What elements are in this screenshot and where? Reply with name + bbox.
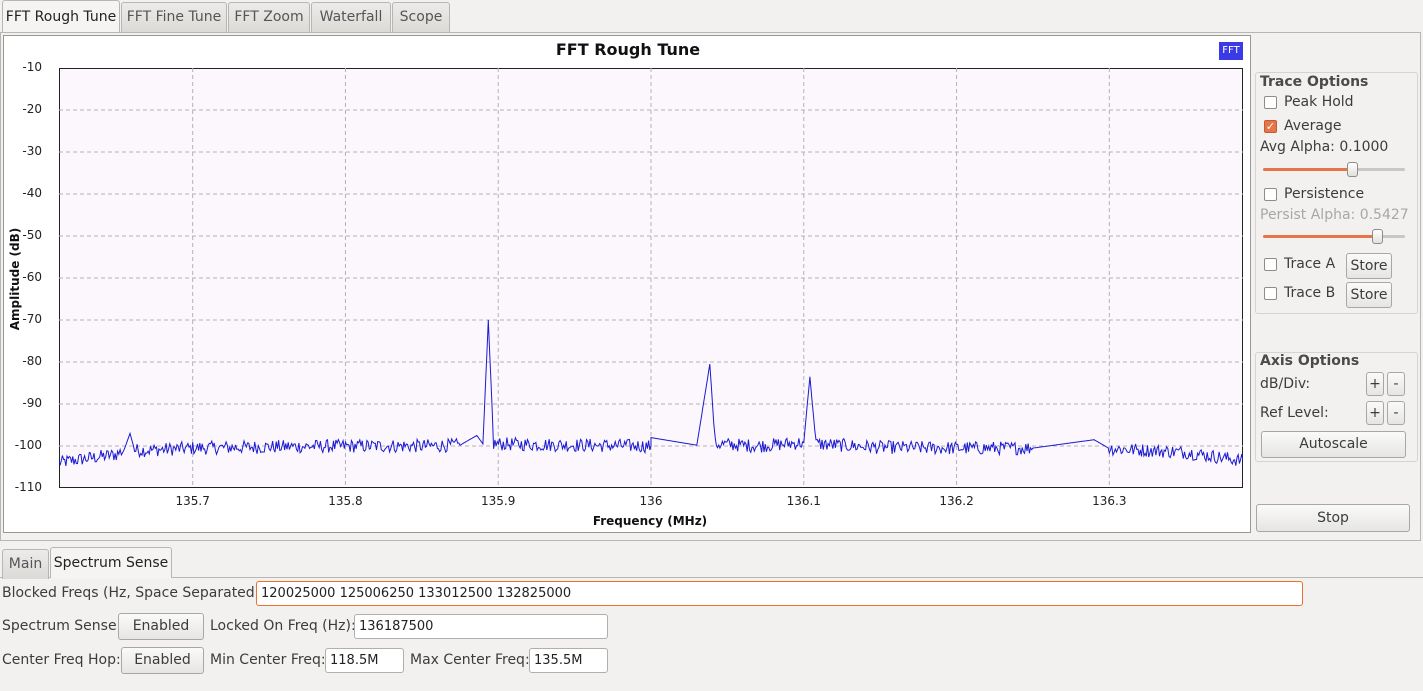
min-center-freq-input[interactable]: 118.5M [325,648,404,673]
plot-title: FFT Rough Tune [555,40,701,59]
y-tick-label: -40 [22,186,42,200]
tab-spectrum-sense[interactable]: Spectrum Sense [50,547,172,578]
ref-level-minus-button[interactable]: - [1387,401,1405,425]
tab-fft-rough-tune[interactable]: FFT Rough Tune [2,0,120,34]
db-div-plus-button[interactable]: + [1366,372,1384,396]
y-tick-label: -10 [22,60,42,74]
blocked-freqs-input[interactable]: 120025000 125006250 133012500 132825000 [256,581,1303,606]
persistence-label: Persistence [1284,186,1365,202]
y-tick-label: -80 [22,354,42,368]
trace-b-store-button[interactable]: Store [1346,282,1392,308]
fft-legend-badge: FFT [1219,42,1243,60]
ref-level-label: Ref Level: [1260,405,1329,421]
fft-trace-line [59,319,1243,466]
peak-hold-label: Peak Hold [1284,94,1354,110]
trace-b-checkbox[interactable] [1264,287,1277,300]
trace-a-checkbox[interactable] [1264,258,1277,271]
tab-fft-fine-tune[interactable]: FFT Fine Tune [121,2,227,32]
spectrum-sense-toggle-button[interactable]: Enabled [118,613,204,640]
tab-scope[interactable]: Scope [392,2,450,32]
max-center-freq-input[interactable]: 135.5M [529,648,608,673]
x-tick-label: 135.8 [328,494,363,508]
x-tick-label: 136.2 [939,494,974,508]
min-center-freq-label: Min Center Freq: [210,652,326,668]
tab-main[interactable]: Main [2,549,49,579]
y-tick-label: -60 [22,270,42,284]
average-checkbox[interactable]: ✓ [1264,120,1277,133]
trace-a-label: Trace A [1284,256,1336,272]
y-tick-label: -50 [22,228,42,242]
axis-options-group [1255,352,1418,462]
autoscale-button[interactable]: Autoscale [1261,431,1406,458]
fft-plot-area[interactable] [59,68,1243,488]
locked-freq-field[interactable]: 136187500 [354,614,608,639]
x-tick-label: 135.7 [175,494,210,508]
axis-options-title: Axis Options [1260,353,1360,369]
y-tick-label: -100 [14,438,42,452]
tab-waterfall[interactable]: Waterfall [311,2,391,32]
ref-level-plus-button[interactable]: + [1366,401,1384,425]
x-axis-label: Frequency (MHz) [592,514,708,528]
persistence-checkbox[interactable] [1264,188,1277,201]
plot-grid [59,68,1243,488]
db-div-minus-button[interactable]: - [1387,372,1405,396]
y-tick-label: -30 [22,144,42,158]
peak-hold-checkbox[interactable] [1264,96,1277,109]
y-tick-label: -70 [22,312,42,326]
x-tick-label: 136.3 [1092,494,1127,508]
locked-freq-label: Locked On Freq (Hz): [210,618,356,634]
y-tick-label: -90 [22,396,42,410]
center-freq-hop-toggle-button[interactable]: Enabled [121,647,204,674]
trace-a-store-button[interactable]: Store [1346,253,1392,279]
blocked-freqs-label: Blocked Freqs (Hz, Space Separated): [2,585,265,601]
persist-alpha-slider[interactable] [1263,229,1405,245]
avg-alpha-label: Avg Alpha: 0.1000 [1260,139,1389,155]
persist-alpha-label: Persist Alpha: 0.5427 [1260,207,1409,223]
average-label: Average [1284,118,1342,134]
y-tick-label: -20 [22,102,42,116]
center-freq-hop-label: Center Freq Hop: [2,652,121,668]
y-tick-label: -110 [14,480,42,494]
trace-options-group [1255,72,1418,314]
avg-alpha-slider[interactable] [1263,162,1405,178]
top-tab-bar: FFT Rough Tune FFT Fine Tune FFT Zoom Wa… [0,0,1423,34]
y-axis-label: Amplitude (dB) [8,227,22,331]
trace-b-label: Trace B [1284,285,1336,301]
trace-options-title: Trace Options [1260,74,1369,90]
spectrum-sense-label: Spectrum Sense: [2,618,122,634]
x-tick-label: 135.9 [481,494,516,508]
x-tick-label: 136.1 [786,494,821,508]
max-center-freq-label: Max Center Freq: [410,652,530,668]
db-div-label: dB/Div: [1260,376,1311,392]
tab-fft-zoom[interactable]: FFT Zoom [228,2,310,32]
x-tick-label: 136 [639,494,663,508]
stop-button[interactable]: Stop [1256,504,1410,532]
